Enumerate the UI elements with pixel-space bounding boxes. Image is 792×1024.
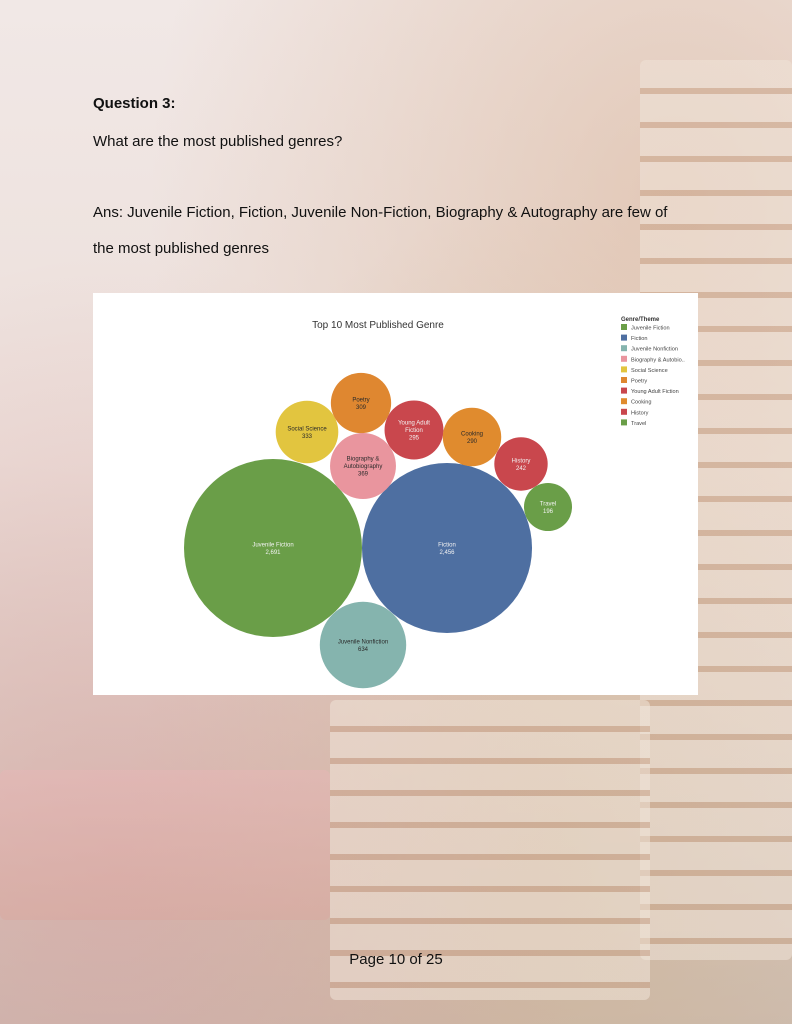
bubble-young-adult-fiction — [384, 400, 444, 460]
legend-entry-label: Cooking — [631, 400, 652, 406]
bubble-value-label: 309 — [356, 405, 367, 411]
legend-entry-label: Juvenile Fiction — [631, 326, 670, 332]
question-text: What are the most published genres? — [93, 133, 343, 150]
bubble-cooking — [442, 407, 502, 467]
legend-swatch — [621, 355, 627, 362]
legend-swatch — [621, 366, 627, 373]
bubble-travel — [523, 482, 573, 532]
bubble-value-label: 290 — [467, 439, 478, 445]
bubble-juvenile-fiction — [184, 459, 362, 637]
bubble-fiction — [361, 462, 533, 634]
bubble-value-label: 369 — [358, 472, 369, 478]
bubble-poetry — [330, 372, 392, 434]
legend-entry-label: Poetry — [631, 379, 647, 385]
bubble-chart-svg: Top 10 Most Published Genre Juvenile Fic… — [184, 317, 685, 689]
bubble-category-label: Poetry — [352, 397, 369, 403]
bubble-value-label: 242 — [516, 466, 527, 472]
bubble-category-label: Autobiography — [344, 464, 383, 470]
legend-entry-label: Biography & Autobio.. — [631, 357, 685, 363]
bubble-value-label: 2,456 — [439, 550, 455, 556]
legend-swatch — [621, 398, 627, 405]
background-book-stack — [330, 700, 650, 1000]
bubble-social-science — [275, 400, 339, 464]
legend-swatch — [621, 334, 627, 341]
bubble-category-label: History — [512, 458, 531, 464]
bubble-biography-autobiography — [330, 433, 396, 499]
bubble-category-label: Young Adult — [398, 421, 430, 427]
bubble-value-label: 196 — [543, 509, 554, 515]
legend-swatch — [621, 377, 627, 383]
bubble-category-label: Juvenile Nonfiction — [338, 639, 388, 645]
bubble-category-label: Fiction — [438, 542, 456, 548]
question-title: Question 3: — [93, 95, 176, 112]
bubble-juvenile-nonfiction — [319, 601, 407, 689]
legend-swatch — [621, 408, 627, 415]
bubble-category-label: Cooking — [461, 431, 483, 437]
page-number: Page 10 of 25 — [349, 951, 443, 968]
bubble-value-label: 2,691 — [265, 550, 281, 556]
bubble-category-label: Fiction — [405, 428, 423, 434]
legend-entry-label: Young Adult Fiction — [631, 389, 679, 395]
answer-text-line-1: Ans: Juvenile Fiction, Fiction, Juvenile… — [93, 204, 668, 221]
bubble-category-label: Travel — [540, 501, 556, 507]
bubble-category-label: Social Science — [287, 426, 327, 432]
answer-text-line-2: the most published genres — [93, 240, 269, 257]
legend-entry-label: Fiction — [631, 336, 647, 342]
legend-swatch — [621, 419, 627, 426]
legend-entry-label: Travel — [631, 421, 646, 427]
bubble-category-label: Biography & — [347, 457, 380, 463]
bubble-history — [494, 437, 548, 491]
legend-swatch — [621, 324, 627, 330]
bubble-value-label: 634 — [358, 647, 369, 653]
legend-entry-label: Social Science — [631, 368, 668, 374]
bubble-category-label: Juvenile Fiction — [252, 542, 293, 548]
legend-title: Genre/Theme — [621, 317, 660, 323]
legend: Genre/Theme Juvenile Fiction Fiction Juven… — [621, 317, 685, 427]
bubble-chart: Top 10 Most Published Genre Juvenile Fic… — [93, 293, 698, 695]
background-book-stack — [0, 770, 330, 920]
legend-swatch — [621, 387, 627, 394]
bubble-value-label: 295 — [409, 436, 420, 442]
legend-entry-label: History — [631, 410, 649, 416]
chart-title: Top 10 Most Published Genre — [312, 320, 444, 331]
legend-entry-label: Juvenile Nonfiction — [631, 347, 678, 353]
bubbles-group: Juvenile Fiction 2,691 Fiction 2,456 Juvenil… — [184, 372, 573, 689]
bubble-value-label: 333 — [302, 434, 313, 440]
legend-swatch — [621, 345, 627, 352]
